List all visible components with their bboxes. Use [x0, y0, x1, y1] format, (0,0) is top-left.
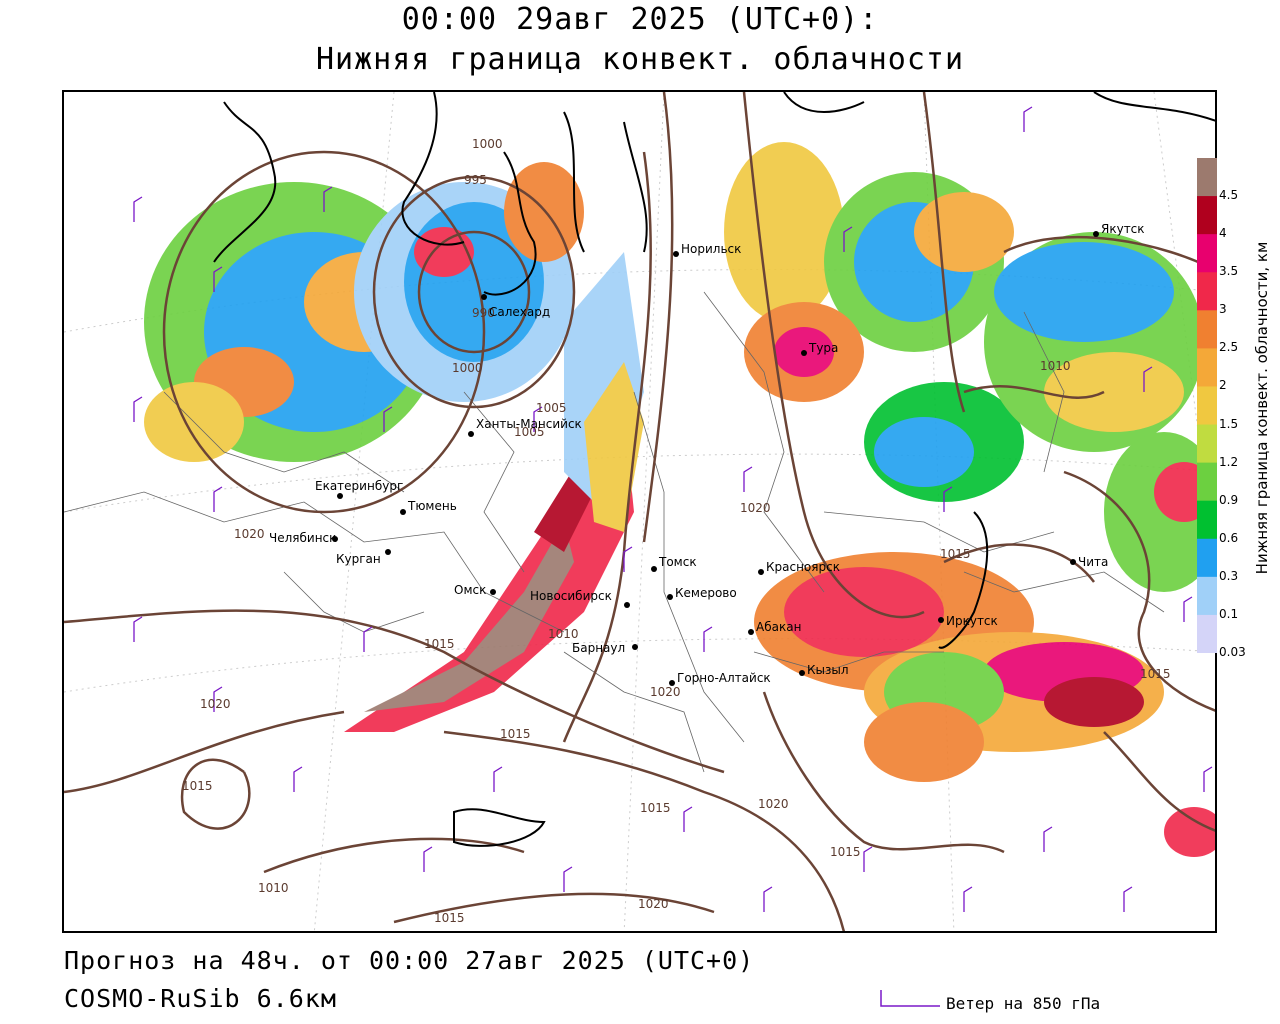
- isobar-label: 1015: [940, 547, 971, 561]
- wind-legend-icon: [880, 990, 940, 1007]
- legend-tick-label: 4: [1219, 226, 1227, 241]
- isobar-label: 1000: [452, 361, 483, 375]
- isobar-label: 1020: [758, 797, 789, 811]
- city-label: Ханты-Мансийск: [476, 417, 582, 431]
- legend-swatch: [1197, 538, 1217, 578]
- legend-tick-label: 0.6: [1219, 530, 1239, 545]
- city-label: Чита: [1078, 555, 1108, 569]
- legend-swatch: [1197, 158, 1217, 197]
- city-label: Абакан: [756, 620, 801, 634]
- wind-barbs: [133, 106, 1213, 912]
- isobar-label: 1020: [234, 527, 265, 541]
- isobar-label: 1015: [830, 845, 861, 859]
- legend-colorbar: [1197, 158, 1217, 653]
- isobar-label: 1015: [500, 727, 531, 741]
- legend-tick-label: 2.5: [1219, 340, 1239, 355]
- legend-swatch: [1197, 424, 1217, 464]
- isobar-label: 1020: [200, 697, 231, 711]
- legend-tick-label: 0.9: [1219, 492, 1239, 507]
- isobar-label: 990: [472, 306, 495, 320]
- city-label: Красноярск: [766, 560, 840, 574]
- legend-tick-label: 0.03: [1219, 645, 1246, 659]
- coastlines: [213, 92, 1215, 847]
- legend-tick-label: 0.3: [1219, 568, 1239, 583]
- map-title: 00:00 29авг 2025 (UTC+0):: [401, 2, 879, 37]
- map-subtitle: Нижняя граница конвект. облачности: [315, 42, 965, 77]
- isobar-label: 1005: [536, 401, 567, 415]
- legend-tick-label: 3.5: [1219, 264, 1239, 279]
- city-label: Якутск: [1101, 222, 1145, 236]
- legend-swatch: [1197, 462, 1217, 502]
- city-label: Салехард: [489, 305, 550, 319]
- isobar-label: 1010: [1040, 359, 1071, 373]
- region-borders: [64, 291, 1165, 773]
- legend-swatch: [1197, 348, 1217, 387]
- legend-tick-label: 2: [1219, 378, 1227, 393]
- isobar-label: 1020: [740, 501, 771, 515]
- legend-swatch: [1197, 310, 1217, 349]
- isobars: [64, 92, 1215, 931]
- map-canvas: 1000 995 990 1000 1005 1005 1020 1015 10…: [64, 92, 1215, 931]
- isobar-label: 1000: [472, 137, 503, 151]
- legend-tick-label: 1.5: [1219, 416, 1239, 431]
- legend-tick-label: 1.2: [1219, 454, 1239, 469]
- isobar-label: 1015: [424, 637, 455, 651]
- city-label: Барнаул: [572, 641, 625, 655]
- legend-swatch: [1197, 614, 1217, 653]
- legend-title: Нижняя граница конвект. облачности, км: [1253, 241, 1271, 575]
- cities: Норильск Якутск Тура Салехард Ханты-Манс…: [269, 222, 1145, 686]
- city-label: Иркутск: [946, 614, 998, 628]
- city-label: Норильск: [681, 242, 741, 256]
- city-label: Тюмень: [407, 499, 457, 513]
- isobar-labels: 1000 995 990 1000 1005 1005 1020 1015 10…: [182, 137, 1171, 925]
- legend-tick-label: 3: [1219, 302, 1227, 317]
- legend-swatch: [1197, 386, 1217, 426]
- isobar-label: 1010: [258, 881, 289, 895]
- forecast-info: Прогноз на 48ч. от 00:00 27авг 2025 (UTC…: [64, 946, 755, 975]
- isobar-label: 1015: [434, 911, 465, 925]
- city-label: Горно-Алтайск: [677, 671, 771, 685]
- city-label: Кемерово: [675, 586, 737, 600]
- city-label: Тура: [808, 341, 838, 355]
- legend-swatch: [1197, 500, 1217, 540]
- isobar-label: 1020: [638, 897, 669, 911]
- isobar-label: 1015: [1140, 667, 1171, 681]
- city-label: Омск: [454, 583, 486, 597]
- legend-tick-label: 0.1: [1219, 606, 1239, 621]
- legend-swatch: [1197, 196, 1217, 235]
- legend-swatch: [1197, 234, 1217, 273]
- isobar-label: 1020: [650, 685, 681, 699]
- city-label: Новосибирск: [530, 589, 612, 603]
- city-label: Курган: [336, 552, 381, 566]
- isobar-label: 1010: [548, 627, 579, 641]
- isobar-label: 995: [464, 173, 487, 187]
- legend-swatch: [1197, 576, 1217, 616]
- city-label: Томск: [658, 555, 697, 569]
- wind-legend-label: Ветер на 850 гПа: [946, 994, 1101, 1013]
- city-label: Кызыл: [807, 663, 849, 677]
- isobar-label: 1015: [640, 801, 671, 815]
- isobar-label: 1005: [514, 425, 545, 439]
- isobar-label: 1015: [182, 779, 213, 793]
- city-label: Екатеринбург: [315, 479, 403, 493]
- city-label: Челябинск: [269, 531, 336, 545]
- legend-swatch: [1197, 272, 1217, 311]
- map-area: 1000 995 990 1000 1005 1005 1020 1015 10…: [62, 90, 1217, 933]
- model-name: COSMO-RuSib 6.6км: [64, 984, 337, 1013]
- legend-tick-label: 4.5: [1219, 188, 1239, 203]
